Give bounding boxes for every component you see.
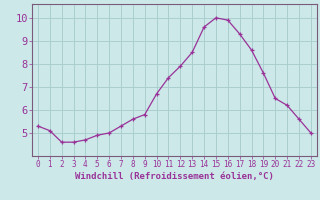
X-axis label: Windchill (Refroidissement éolien,°C): Windchill (Refroidissement éolien,°C) <box>75 172 274 181</box>
